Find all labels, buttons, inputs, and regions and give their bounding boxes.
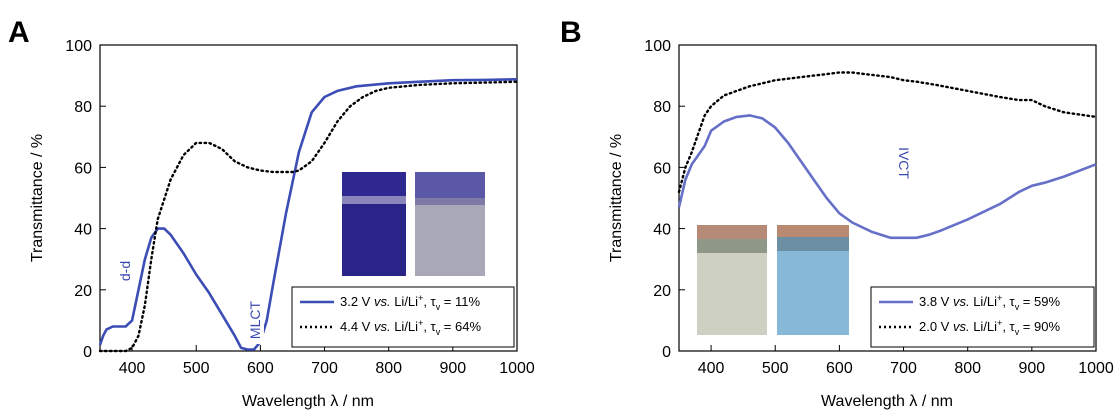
legend-entry-text: , τ	[423, 294, 436, 309]
x-tick-label-b: 700	[890, 360, 917, 377]
photo-bleached-state-b-top	[697, 225, 767, 239]
x-tick-label-a: 400	[119, 360, 146, 377]
x-tick-label-a: 700	[311, 360, 338, 377]
legend-entry-text: , τ	[423, 319, 436, 334]
panel-label-b: B	[560, 16, 582, 49]
legend-entry-dotted-a: 4.4 V vs. Li/Li+, τv = 64%	[340, 318, 481, 337]
annotation-dd-bg	[116, 252, 134, 290]
legend-a: 3.2 V vs. Li/Li+, τv = 11% 4.4 V vs. Li/…	[291, 286, 515, 348]
legend-box-a	[291, 286, 515, 348]
annotation-ivct: IVCT	[884, 140, 912, 186]
legend-sup: +	[418, 318, 423, 328]
photo-bleached-state-b-band	[697, 239, 767, 253]
legend-b: 3.8 V vs. Li/Li+, τv = 59% 2.0 V vs. Li/…	[870, 286, 1095, 348]
x-tick-label-a: 500	[183, 360, 210, 377]
legend-entry-text: , τ	[1002, 319, 1015, 334]
legend-entry-text: 3.2 V	[340, 294, 374, 309]
legend-entry-text: = 11%	[440, 294, 480, 309]
legend-entry-solid-a: 3.2 V vs. Li/Li+, τv = 11%	[340, 293, 480, 312]
series-line-solid-a	[98, 78, 518, 351]
x-tick-label-a: 1000	[499, 360, 535, 377]
legend-sup: +	[418, 293, 423, 303]
x-tick-label-b: 500	[762, 360, 789, 377]
y-tick-label-b: 20	[653, 283, 671, 300]
x-tick-label-b: 1000	[1078, 360, 1114, 377]
legend-entry-text: Li/Li	[391, 294, 419, 309]
inset-photos-a	[342, 172, 485, 276]
legend-entry-text: = 59%	[1019, 294, 1060, 309]
annotation-mlct: MLCT	[246, 296, 264, 344]
inset-photos-b	[697, 225, 849, 335]
y-tick-label-b: 40	[653, 222, 671, 239]
annotation-mlct-text: MLCT	[247, 301, 263, 340]
ticks-b: 400 500 600 700 800 900 1000 0 20 40 60 80 100	[644, 38, 1114, 377]
legend-entry-text: Li/Li	[970, 319, 998, 334]
photo-colored-state-a-shade	[342, 204, 406, 276]
legend-entry-text: = 64%	[440, 319, 481, 334]
legend-entry-text: , τ	[1002, 294, 1015, 309]
y-tick-label-a: 60	[74, 160, 92, 177]
y-axis-label-a: Transmittance / %	[29, 134, 46, 262]
legend-vs: vs.	[374, 294, 391, 309]
legend-vs: vs.	[953, 294, 970, 309]
series-line-dotted-b	[677, 71, 1098, 194]
series-group-b	[677, 71, 1098, 240]
annotation-dd: d-d	[116, 252, 134, 290]
legend-sub: v	[436, 327, 441, 337]
y-tick-label-b: 60	[653, 160, 671, 177]
y-tick-label-b: 80	[653, 99, 671, 116]
y-tick-label-a: 20	[74, 283, 92, 300]
ticks-a: 400 500 600 700 800 900 1000 0 20 40 60 80 100	[65, 38, 535, 377]
annotation-mlct-bg	[246, 296, 264, 344]
legend-entry-text: 2.0 V	[919, 319, 953, 334]
legend-entry-text: 4.4 V	[340, 319, 374, 334]
photo-colored-state-a-band	[342, 196, 406, 204]
legend-vs: vs.	[953, 319, 970, 334]
legend-vs: vs.	[374, 319, 391, 334]
x-tick-label-b: 900	[1018, 360, 1045, 377]
photo-bleached-state-a-band	[415, 198, 485, 205]
legend-entry-solid-b: 3.8 V vs. Li/Li+, τv = 59%	[919, 293, 1060, 312]
legend-entry-text: Li/Li	[970, 294, 998, 309]
y-tick-label-a: 0	[83, 344, 92, 361]
x-tick-label-b: 600	[826, 360, 853, 377]
y-tick-label-a: 40	[74, 222, 92, 239]
x-tick-label-a: 600	[247, 360, 274, 377]
legend-sub: v	[436, 302, 441, 312]
legend-sub: v	[1015, 302, 1020, 312]
series-line-dotted-a	[98, 80, 519, 353]
legend-sub: v	[1015, 327, 1020, 337]
x-tick-label-a: 800	[375, 360, 402, 377]
plot-frame-a	[99, 44, 518, 352]
panel-label-a: A	[8, 16, 30, 49]
legend-sup: +	[997, 318, 1002, 328]
legend-box-b	[870, 286, 1095, 348]
y-axis-label-b: Transmittance / %	[608, 134, 625, 262]
x-axis-label-b: Wavelength λ / nm	[821, 393, 953, 410]
y-tick-label-a: 100	[65, 38, 92, 55]
x-tick-label-b: 800	[954, 360, 981, 377]
photo-bleached-state-a-top	[415, 172, 485, 198]
annotation-ivct-text: IVCT	[896, 147, 912, 179]
legend-entry-text: Li/Li	[391, 319, 419, 334]
legend-entry-text: 3.8 V	[919, 294, 953, 309]
series-group-a	[98, 78, 519, 353]
y-tick-label-b: 0	[662, 344, 671, 361]
y-tick-label-b: 100	[644, 38, 671, 55]
legend-entry-text: = 90%	[1019, 319, 1060, 334]
plot-frame-b	[678, 44, 1097, 352]
legend-sup: +	[997, 293, 1002, 303]
series-line-solid-b	[677, 114, 1097, 240]
x-tick-label-a: 900	[439, 360, 466, 377]
annotation-ivct-bg	[884, 140, 904, 186]
y-tick-label-a: 80	[74, 99, 92, 116]
annotation-dd-text: d-d	[117, 261, 133, 281]
photo-colored-state-b-top	[777, 225, 849, 237]
legend-entry-dotted-b: 2.0 V vs. Li/Li+, τv = 90%	[919, 318, 1060, 337]
x-tick-label-b: 400	[698, 360, 725, 377]
photo-colored-state-b-band	[777, 237, 849, 251]
x-axis-label-a: Wavelength λ / nm	[242, 393, 374, 410]
